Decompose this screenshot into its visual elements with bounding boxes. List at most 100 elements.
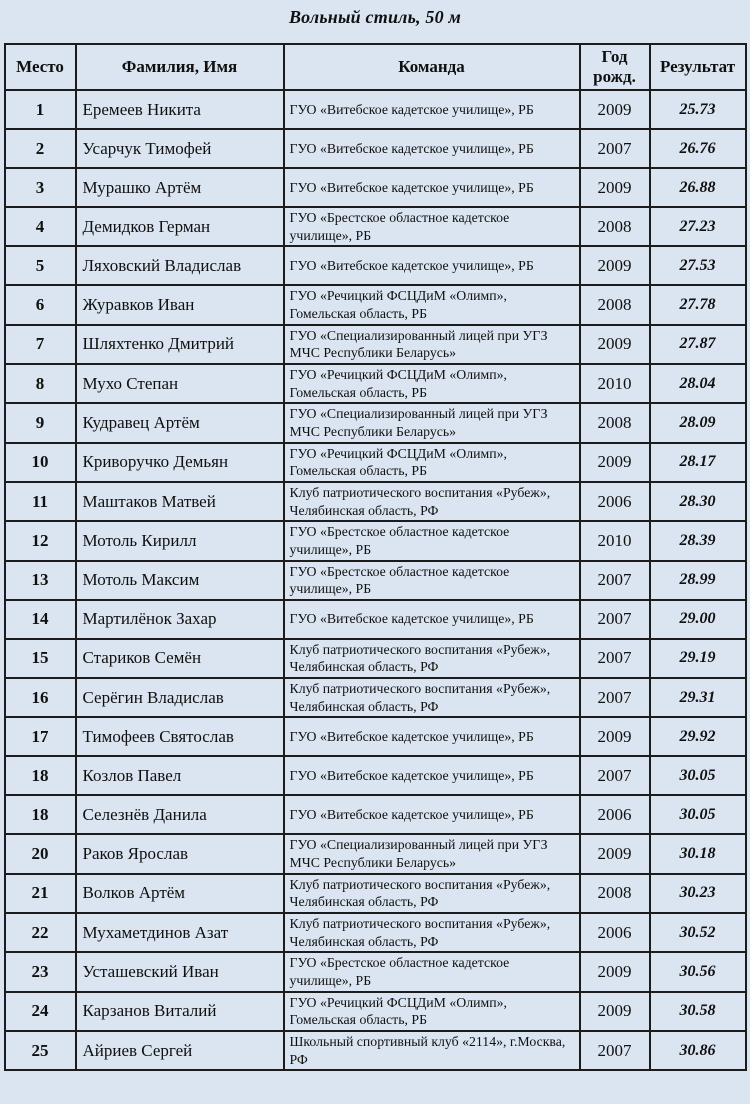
- place-cell: 15: [3, 637, 77, 680]
- header-team: Команда: [282, 43, 581, 91]
- name-cell: Криворучко Демьян: [74, 441, 285, 483]
- year-cell: 2009: [578, 89, 651, 130]
- name-cell: Козлов Павел: [74, 755, 285, 797]
- name-cell: Усташевский Иван: [74, 951, 285, 993]
- result-cell: 30.05: [648, 794, 747, 836]
- table-row: 8 Мухо Степан ГУО «Речицкий ФСЦДиМ «Олим…: [3, 362, 747, 405]
- year-cell: 2008: [578, 205, 651, 248]
- header-year: Год рожд.: [578, 43, 651, 91]
- table-row: 14 Мартилёнок Захар ГУО «Витебское кадет…: [3, 598, 747, 640]
- result-cell: 30.23: [648, 872, 747, 915]
- team-cell: ГУО «Брестское областное кадетское учили…: [282, 951, 581, 993]
- year-cell: 2008: [578, 872, 651, 915]
- result-cell: 30.56: [648, 951, 747, 993]
- table-row: 20 Раков Ярослав ГУО «Специализированный…: [3, 833, 747, 875]
- place-cell: 20: [3, 833, 77, 875]
- team-cell: Клуб патриотического воспитания «Рубеж»,…: [282, 912, 581, 954]
- table-row: 21 Волков Артём Клуб патриотического вос…: [3, 872, 747, 915]
- table-row: 9 Кудравец Артём ГУО «Специализированный…: [3, 402, 747, 444]
- team-cell: ГУО «Витебское кадетское училище», РБ: [282, 598, 581, 640]
- name-cell: Ляховский Владислав: [74, 245, 285, 287]
- name-cell: Стариков Семён: [74, 637, 285, 680]
- table-row: 23 Усташевский Иван ГУО «Брестское облас…: [3, 951, 747, 993]
- name-cell: Мотоль Кирилл: [74, 520, 285, 562]
- result-cell: 28.39: [648, 520, 747, 562]
- table-row: 6 Журавков Иван ГУО «Речицкий ФСЦДиМ «Ол…: [3, 284, 747, 326]
- team-cell: ГУО «Витебское кадетское училище», РБ: [282, 716, 581, 758]
- team-cell: ГУО «Брестское областное кадетское учили…: [282, 520, 581, 562]
- results-page: Вольный стиль, 50 м Место Фамилия, Имя К…: [3, 7, 747, 1072]
- place-cell: 18: [3, 755, 77, 797]
- table-row: 25 Айриев Сергей Школьный спортивный клу…: [3, 1029, 747, 1072]
- year-cell: 2008: [578, 402, 651, 444]
- year-cell: 2007: [578, 559, 651, 601]
- results-body: 1 Еремеев Никита ГУО «Витебское кадетско…: [3, 89, 747, 1072]
- name-cell: Мурашко Артём: [74, 167, 285, 208]
- result-cell: 30.86: [648, 1029, 747, 1072]
- name-cell: Мартилёнок Захар: [74, 598, 285, 640]
- result-cell: 30.58: [648, 990, 747, 1033]
- year-cell: 2007: [578, 637, 651, 680]
- header-place: Место: [3, 43, 77, 91]
- year-cell: 2007: [578, 755, 651, 797]
- place-cell: 13: [3, 559, 77, 601]
- name-cell: Кудравец Артём: [74, 402, 285, 444]
- year-cell: 2009: [578, 323, 651, 365]
- place-cell: 1: [3, 89, 77, 130]
- table-row: 11 Маштаков Матвей Клуб патриотического …: [3, 480, 747, 523]
- place-cell: 16: [3, 677, 77, 719]
- team-cell: ГУО «Витебское кадетское училище», РБ: [282, 128, 581, 169]
- team-cell: ГУО «Витебское кадетское училище», РБ: [282, 89, 581, 130]
- name-cell: Серёгин Владислав: [74, 677, 285, 719]
- team-cell: ГУО «Витебское кадетское училище», РБ: [282, 755, 581, 797]
- result-cell: 28.04: [648, 362, 747, 405]
- result-cell: 28.99: [648, 559, 747, 601]
- year-cell: 2007: [578, 677, 651, 719]
- team-cell: Клуб патриотического воспитания «Рубеж»,…: [282, 677, 581, 719]
- place-cell: 9: [3, 402, 77, 444]
- table-row: 22 Мухаметдинов Азат Клуб патриотическог…: [3, 912, 747, 954]
- place-cell: 4: [3, 205, 77, 248]
- table-row: 13 Мотоль Максим ГУО «Брестское областно…: [3, 559, 747, 601]
- year-cell: 2010: [578, 362, 651, 405]
- table-row: 16 Серёгин Владислав Клуб патриотическог…: [3, 677, 747, 719]
- result-cell: 30.52: [648, 912, 747, 954]
- table-row: 18 Козлов Павел ГУО «Витебское кадетское…: [3, 755, 747, 797]
- table-row: 2 Усарчук Тимофей ГУО «Витебское кадетск…: [3, 128, 747, 169]
- result-cell: 30.18: [648, 833, 747, 875]
- result-cell: 28.17: [648, 441, 747, 483]
- name-cell: Усарчук Тимофей: [74, 128, 285, 169]
- team-cell: Клуб патриотического воспитания «Рубеж»,…: [282, 872, 581, 915]
- place-cell: 5: [3, 245, 77, 287]
- team-cell: ГУО «Специализированный лицей при УГЗ МЧ…: [282, 402, 581, 444]
- year-cell: 2008: [578, 284, 651, 326]
- team-cell: ГУО «Специализированный лицей при УГЗ МЧ…: [282, 833, 581, 875]
- team-cell: ГУО «Витебское кадетское училище», РБ: [282, 245, 581, 287]
- place-cell: 14: [3, 598, 77, 640]
- result-cell: 27.87: [648, 323, 747, 365]
- result-cell: 29.31: [648, 677, 747, 719]
- result-cell: 29.19: [648, 637, 747, 680]
- year-cell: 2009: [578, 245, 651, 287]
- name-cell: Мотоль Максим: [74, 559, 285, 601]
- table-header: Место Фамилия, Имя Команда Год рожд. Рез…: [3, 43, 747, 91]
- name-cell: Селезнёв Данила: [74, 794, 285, 836]
- header-result: Результат: [648, 43, 747, 91]
- team-cell: Школьный спортивный клуб «2114», г.Москв…: [282, 1029, 581, 1072]
- table-row: 7 Шляхтенко Дмитрий ГУО «Специализирован…: [3, 323, 747, 365]
- year-cell: 2009: [578, 951, 651, 993]
- year-cell: 2009: [578, 167, 651, 208]
- team-cell: ГУО «Специализированный лицей при УГЗ МЧ…: [282, 323, 581, 365]
- year-cell: 2007: [578, 1029, 651, 1072]
- place-cell: 10: [3, 441, 77, 483]
- result-cell: 27.53: [648, 245, 747, 287]
- place-cell: 7: [3, 323, 77, 365]
- name-cell: Раков Ярослав: [74, 833, 285, 875]
- place-cell: 22: [3, 912, 77, 954]
- year-cell: 2006: [578, 912, 651, 954]
- team-cell: Клуб патриотического воспитания «Рубеж»,…: [282, 480, 581, 523]
- table-row: 10 Криворучко Демьян ГУО «Речицкий ФСЦДи…: [3, 441, 747, 483]
- year-cell: 2009: [578, 833, 651, 875]
- year-cell: 2006: [578, 794, 651, 836]
- team-cell: ГУО «Речицкий ФСЦДиМ «Олимп», Гомельская…: [282, 990, 581, 1033]
